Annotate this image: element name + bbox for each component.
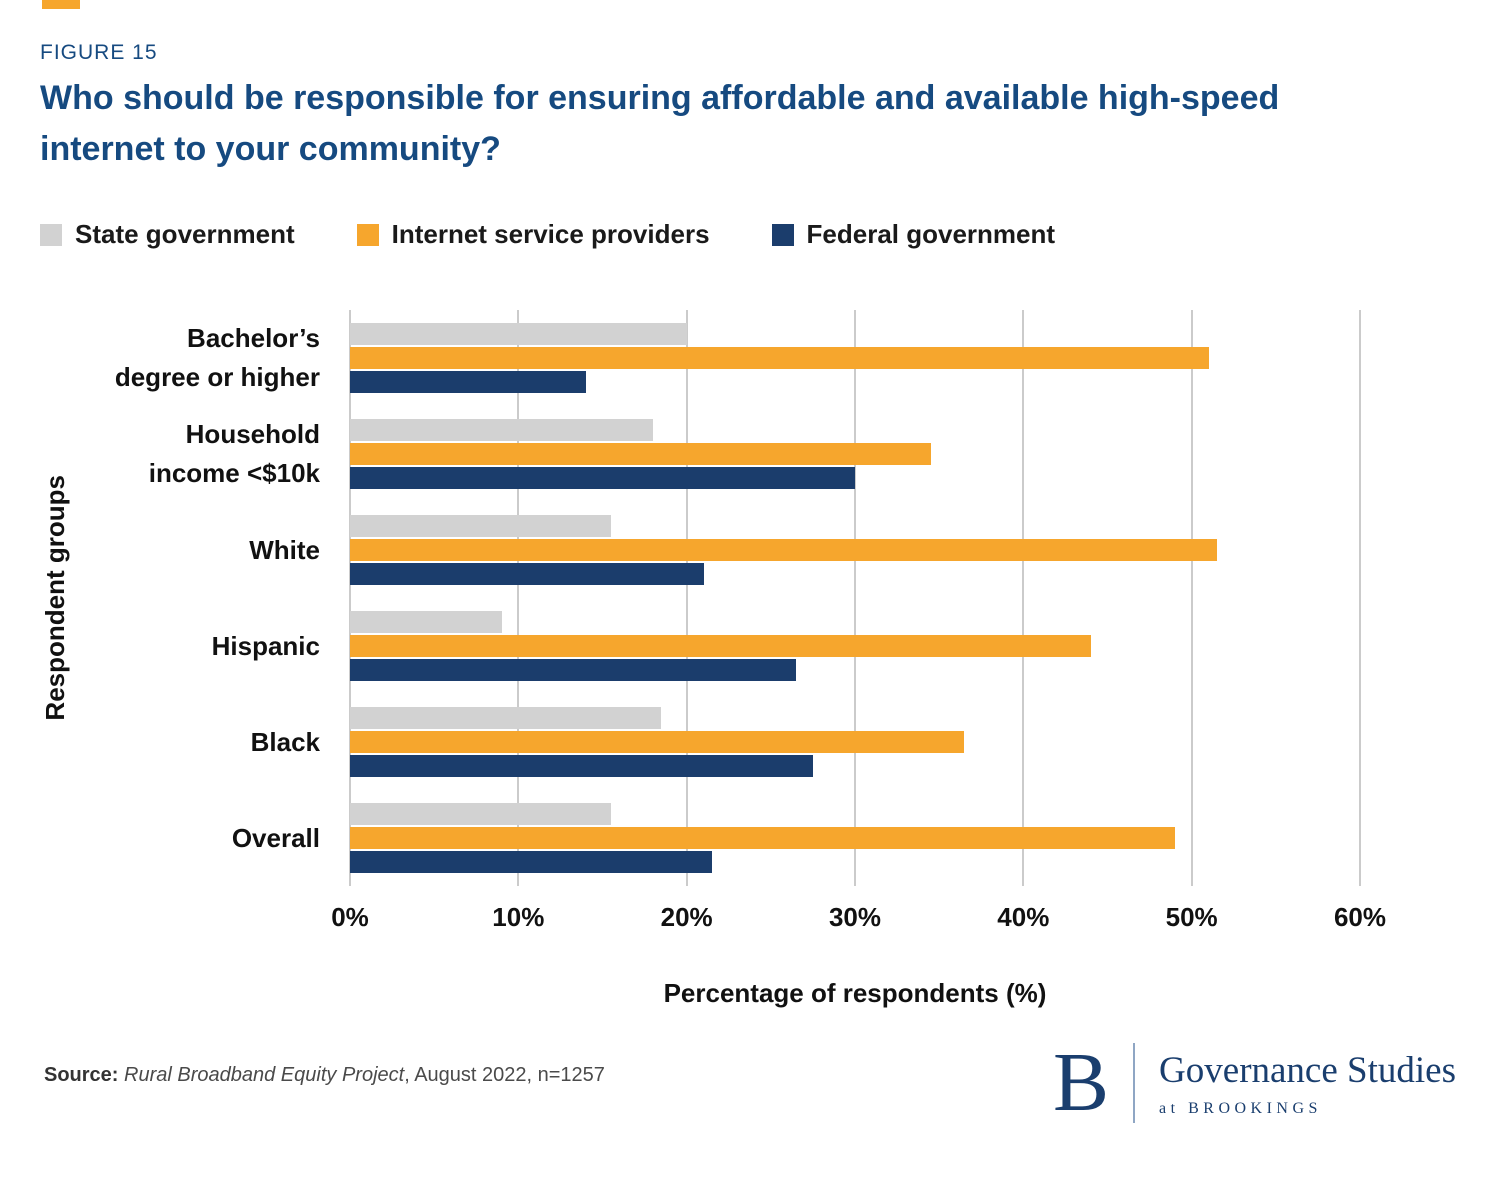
source-rest: , August 2022, n=1257 [404, 1064, 605, 1086]
bar-group [350, 790, 1360, 886]
bar-group [350, 310, 1360, 406]
legend-item: Federal government [771, 219, 1056, 250]
bar-internet-service-providers [350, 539, 1217, 561]
bar-state-government [350, 515, 611, 537]
bar-federal-government [350, 659, 797, 681]
gridline [1190, 310, 1193, 886]
gridline [349, 310, 351, 886]
legend-label: Internet service providers [391, 219, 710, 249]
x-tick-label: 30% [828, 902, 882, 932]
bar-federal-government [350, 851, 712, 873]
category-label: Black [250, 726, 320, 757]
y-axis-label-column: Respondent groups [40, 310, 102, 886]
x-tick-label: 0% [331, 902, 369, 932]
bar-federal-government [350, 371, 586, 393]
legend-label: Federal government [806, 219, 1056, 249]
bar-federal-government [350, 755, 813, 777]
chart-title: Who should be responsible for ensuring a… [40, 79, 1280, 168]
legend-item: State government [40, 219, 295, 250]
logo-at-brookings: at BROOKINGS [1159, 1099, 1322, 1117]
bar-group [350, 502, 1360, 598]
bar-state-government [350, 419, 653, 441]
bar-internet-service-providers [350, 347, 1209, 369]
logo-divider [1133, 1043, 1136, 1123]
x-tick-label: 50% [1165, 902, 1218, 932]
chart: Respondent groups Bachelor’s degree or h… [40, 310, 1460, 886]
category-label: Bachelor’s degree or higher [114, 323, 320, 392]
gridline [685, 310, 688, 886]
x-axis-ticks: 0% 10% 20% 30% 40% 50% 60% [331, 896, 1386, 934]
gridline [517, 310, 520, 886]
legend-label: State government [75, 219, 295, 249]
figure-number: FIGURE 15 [40, 41, 158, 64]
source-prefix: Source: [44, 1064, 125, 1086]
x-axis-title: Percentage of respondents (%) [663, 978, 1047, 1008]
logo-governance-studies: Governance Studies [1159, 1049, 1456, 1091]
category-label: White [249, 534, 320, 565]
brookings-logo: B Governance Studies at BROOKINGS [1053, 1036, 1456, 1130]
bar-state-government [350, 323, 687, 345]
bar-internet-service-providers [350, 635, 1091, 657]
y-axis-title: Respondent groups [40, 475, 70, 721]
category-label: Household income <$10k [148, 419, 320, 488]
legend: State government Internet service provide… [40, 219, 1460, 250]
bar-internet-service-providers [350, 827, 1175, 849]
category-label: Hispanic [211, 630, 320, 661]
x-tick-label: 60% [1333, 902, 1387, 932]
gridline [1359, 310, 1361, 886]
bar-group [350, 694, 1360, 790]
legend-swatch [40, 223, 62, 246]
bar-group [350, 598, 1360, 694]
source-note: Source: Rural Broadband Equity Project, … [44, 1064, 605, 1123]
x-tick-label: 10% [492, 902, 545, 932]
footer: Source: Rural Broadband Equity Project, … [40, 1036, 1460, 1135]
legend-swatch [356, 223, 379, 246]
gridline [854, 310, 856, 886]
top-accent-bar [42, 0, 80, 9]
x-tick-label: 20% [660, 902, 713, 932]
bar-state-government [350, 803, 611, 825]
bar-internet-service-providers [350, 731, 965, 753]
legend-item: Internet service providers [356, 219, 710, 250]
source-name: Rural Broadband Equity Project [124, 1064, 405, 1086]
gridline [1022, 310, 1025, 886]
x-tick-label: 40% [997, 902, 1050, 932]
bar-state-government [350, 611, 502, 633]
bar-internet-service-providers [350, 443, 931, 465]
category-label: Overall [231, 822, 320, 853]
bar-federal-government [350, 563, 704, 585]
bar-group [350, 406, 1360, 502]
plot-area [349, 310, 1361, 886]
brookings-logo-letter: B [1053, 1036, 1110, 1130]
bar-state-government [350, 707, 662, 729]
logo-text: Governance Studies at BROOKINGS [1159, 1049, 1456, 1118]
bar-federal-government [350, 467, 855, 489]
category-labels: Bachelor’s degree or higher Household inc… [102, 310, 350, 886]
legend-swatch [771, 223, 794, 246]
page: FIGURE 15 Who should be responsible for … [40, 0, 1460, 1135]
